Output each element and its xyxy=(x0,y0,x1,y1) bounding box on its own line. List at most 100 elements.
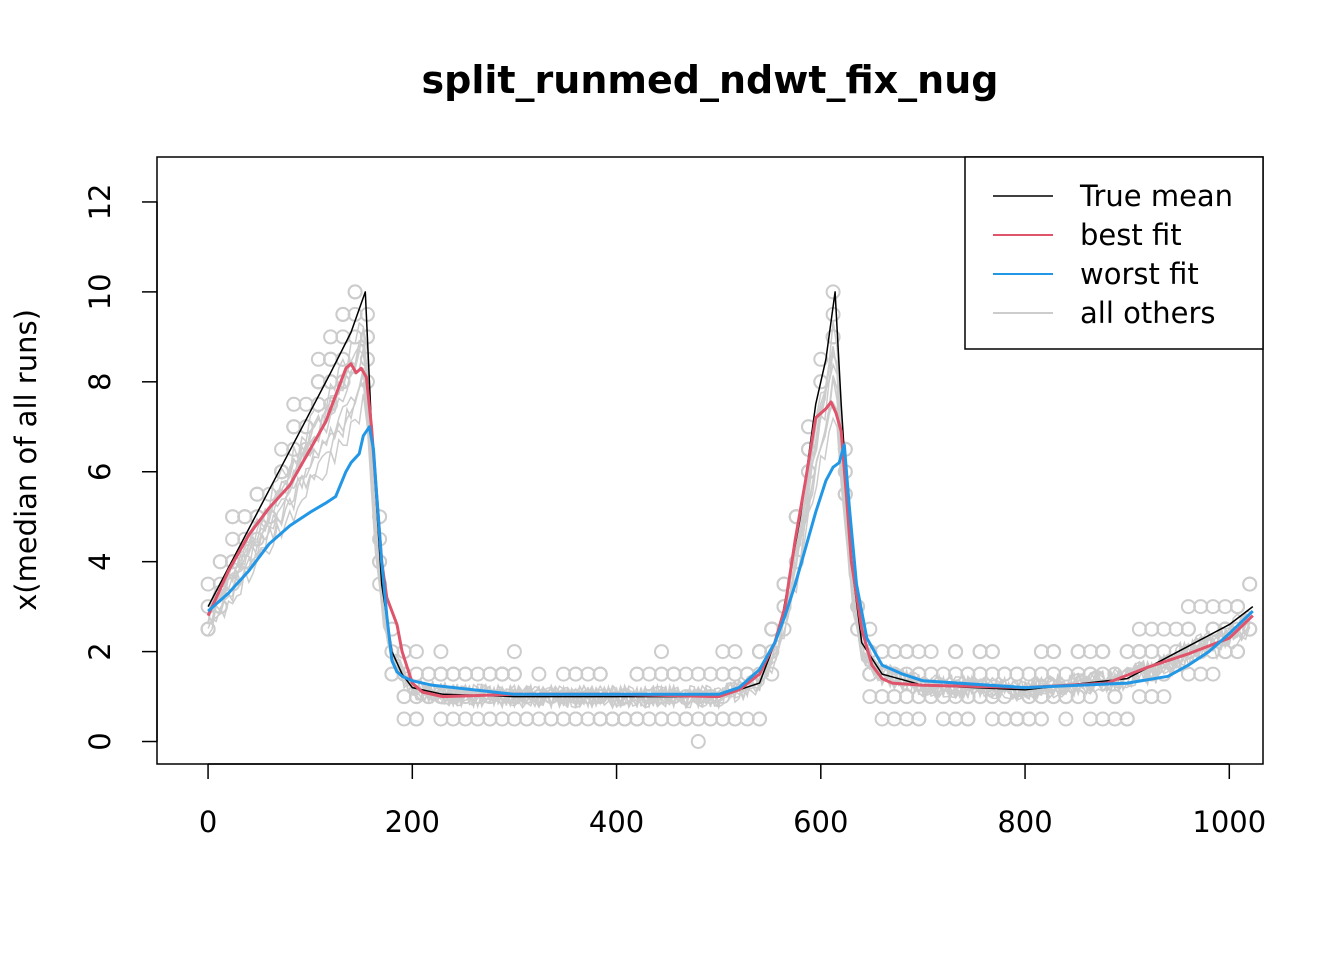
other-run-point xyxy=(556,666,571,682)
other-run-point xyxy=(948,666,964,682)
other-run-point xyxy=(727,666,743,682)
other-run-point xyxy=(654,644,669,660)
other-run-point xyxy=(788,509,804,525)
x-tick-label: 800 xyxy=(997,805,1052,839)
other-run-point xyxy=(200,621,216,637)
other-run-point xyxy=(703,666,718,682)
other-run-point xyxy=(1131,644,1147,660)
other-run-point xyxy=(592,666,608,682)
other-run-point xyxy=(666,666,682,682)
other-run-point xyxy=(886,689,902,705)
other-run-point xyxy=(1058,666,1074,682)
other-runs-layer xyxy=(200,284,1258,749)
other-run-point xyxy=(445,711,461,727)
other-run-point xyxy=(1144,621,1160,637)
other-run-point xyxy=(237,509,253,525)
other-run-point xyxy=(1193,599,1209,615)
other-run-point xyxy=(506,666,522,682)
other-run-point xyxy=(482,711,498,727)
y-tick-label: 2 xyxy=(83,642,117,660)
other-run-point xyxy=(298,396,314,412)
other-run-point xyxy=(310,396,326,412)
other-run-point xyxy=(1082,666,1098,682)
other-run-point xyxy=(433,711,449,727)
other-run-point xyxy=(654,666,669,682)
other-run-point xyxy=(899,644,915,660)
other-run-point xyxy=(225,531,241,547)
series-layer xyxy=(206,291,1254,699)
other-run-point xyxy=(776,576,792,592)
other-run-point xyxy=(568,666,584,682)
other-run-point xyxy=(678,711,694,727)
other-run-point xyxy=(886,711,902,727)
other-run-point xyxy=(1193,666,1209,682)
other-run-point xyxy=(482,666,498,682)
other-run-point xyxy=(1009,711,1025,727)
other-run-point xyxy=(1107,689,1123,705)
chart-title: split_runmed_ndwt_fix_nug xyxy=(422,58,999,102)
other-run-point xyxy=(1070,644,1086,660)
other-run-point xyxy=(984,711,1000,727)
other-run-point xyxy=(1180,621,1196,637)
other-run-point xyxy=(899,689,915,705)
other-run-point xyxy=(1131,689,1147,705)
other-run-point xyxy=(1230,644,1245,660)
other-run-point xyxy=(752,644,767,660)
other-run-point xyxy=(1033,666,1049,682)
other-run-point xyxy=(335,329,351,345)
y-tick-label: 4 xyxy=(83,552,117,570)
other-run-point xyxy=(935,689,951,705)
other-run-point xyxy=(445,666,461,682)
other-run-point xyxy=(556,711,571,727)
other-run-point xyxy=(200,576,216,592)
x-tick-label: 600 xyxy=(793,805,848,839)
other-run-point xyxy=(470,711,486,727)
other-run-point xyxy=(960,711,976,727)
other-run-point xyxy=(715,666,731,682)
legend-label: best fit xyxy=(1080,218,1182,252)
other-run-point xyxy=(972,644,988,660)
x-tick-label: 200 xyxy=(385,805,440,839)
other-run-point xyxy=(727,644,743,660)
other-run-point xyxy=(1144,644,1160,660)
other-run-point xyxy=(1046,644,1062,660)
other-run-point xyxy=(359,306,375,322)
other-run-point xyxy=(237,531,253,547)
other-run-point xyxy=(1058,711,1074,727)
other-run-line xyxy=(207,381,1251,710)
other-run-point xyxy=(1033,644,1049,660)
other-run-point xyxy=(531,711,547,727)
other-run-point xyxy=(592,711,608,727)
other-run-point xyxy=(813,351,829,367)
other-run-point xyxy=(666,711,682,727)
y-tick-label: 6 xyxy=(83,463,117,481)
other-run-point xyxy=(1107,711,1123,727)
other-run-point xyxy=(1009,666,1025,682)
other-run-point xyxy=(984,644,1000,660)
other-run-point xyxy=(923,644,939,660)
other-run-point xyxy=(739,711,755,727)
x-axis: 0 200 400 600 800 1000 xyxy=(199,763,1266,839)
other-run-point xyxy=(862,666,878,682)
other-run-point xyxy=(1144,689,1160,705)
other-run-point xyxy=(617,711,633,727)
other-run-point xyxy=(1242,576,1258,592)
other-run-point xyxy=(1095,644,1111,660)
other-run-point xyxy=(1095,711,1111,727)
other-run-point xyxy=(323,329,339,345)
other-run-point xyxy=(1217,599,1233,615)
other-run-point xyxy=(433,644,449,660)
other-run-point xyxy=(1082,644,1098,660)
other-run-point xyxy=(935,711,951,727)
y-tick-label: 8 xyxy=(83,373,117,391)
other-run-point xyxy=(874,711,890,727)
other-run-point xyxy=(580,666,596,682)
other-run-point xyxy=(715,711,731,727)
other-run-point xyxy=(531,666,547,682)
y-tick-label: 10 xyxy=(83,273,117,310)
other-run-point xyxy=(249,486,265,502)
other-run-point xyxy=(1119,711,1135,727)
other-run-point xyxy=(568,711,584,727)
other-run-point xyxy=(433,666,449,682)
